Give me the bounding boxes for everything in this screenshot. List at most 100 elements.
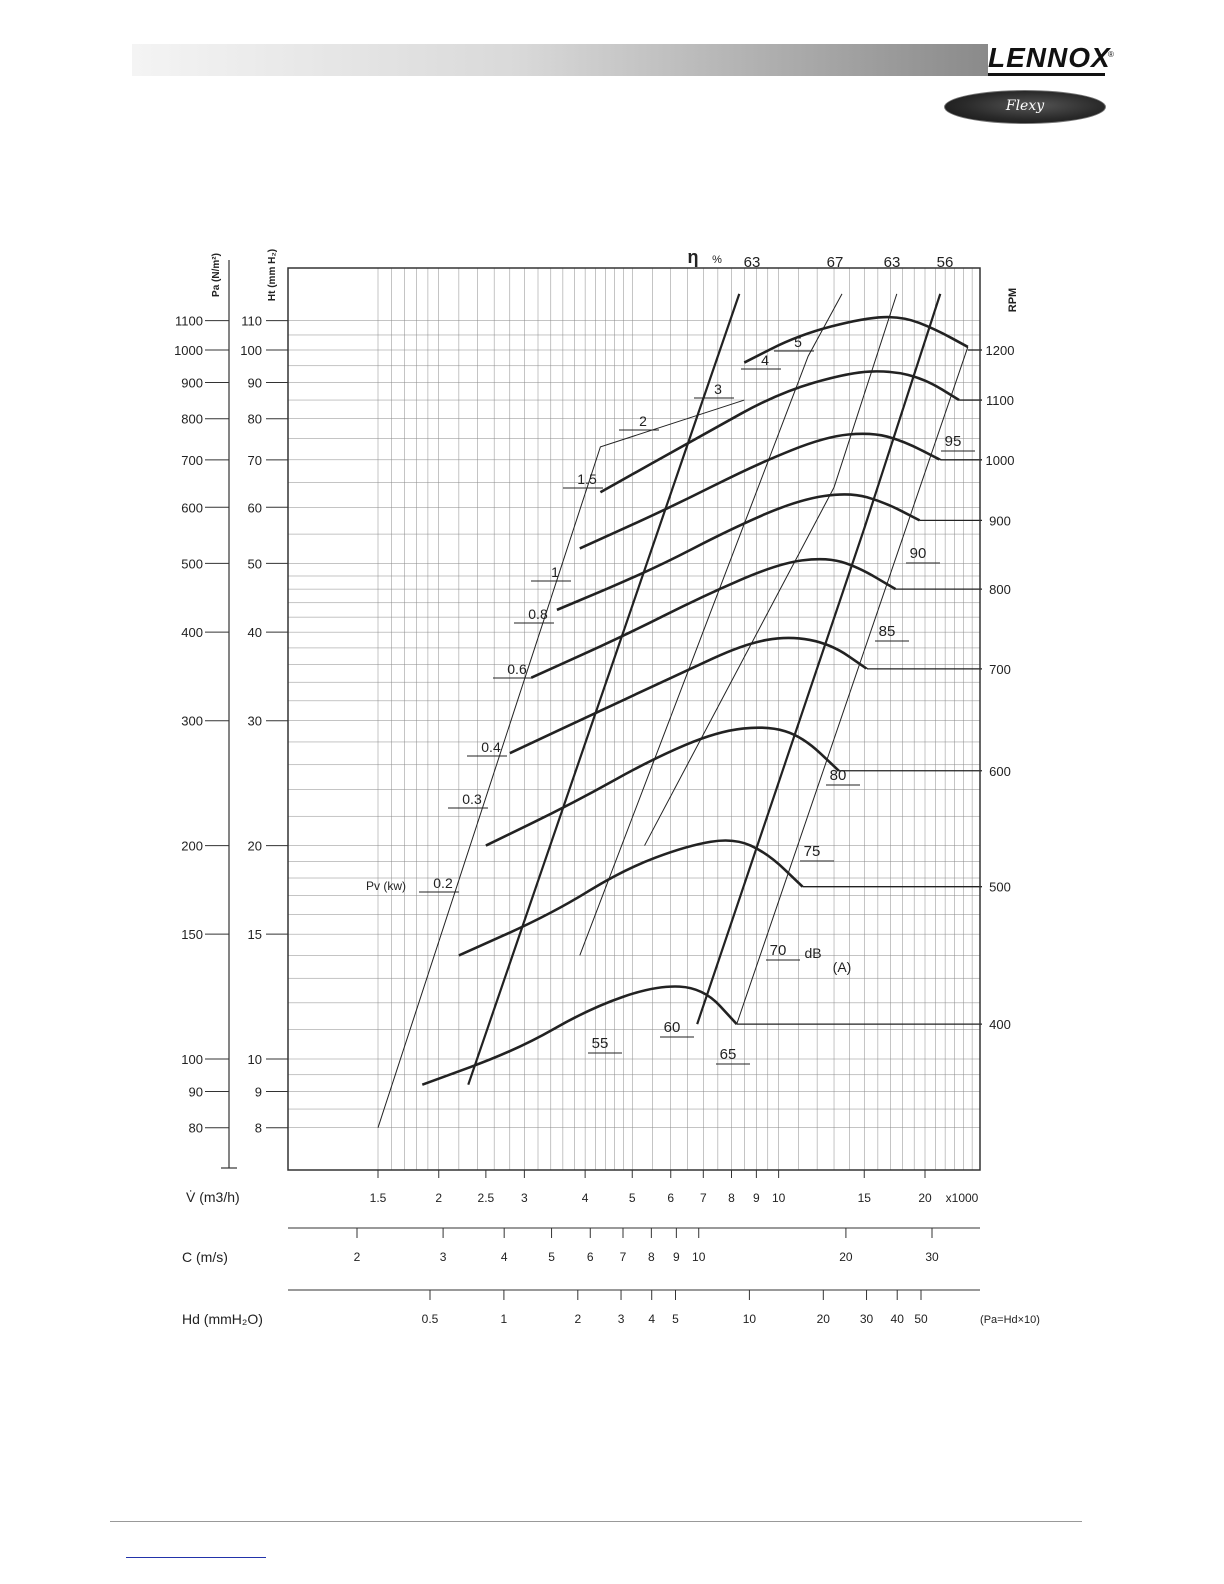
db-label: 85 <box>879 623 896 640</box>
hd-tick-label: 10 <box>743 1312 757 1326</box>
ht-tick-label: 80 <box>248 412 262 427</box>
db-unit-label: dB <box>804 945 821 961</box>
ht-axis-label: Ht (mm H₂) <box>267 249 278 301</box>
product-name: Flexy <box>1005 98 1045 114</box>
c-tick-label: 8 <box>648 1250 655 1264</box>
rpm-curve-600 <box>485 726 840 847</box>
pa-tick-label: 100 <box>181 1052 203 1067</box>
eta-label: 67 <box>827 254 844 271</box>
rpm-label-500: 500 <box>989 880 1011 895</box>
db-label: 65 <box>720 1046 737 1063</box>
c-tick-label: 2 <box>354 1250 361 1264</box>
c-tick-label: 30 <box>925 1250 939 1264</box>
rpm-label-1200: 1200 <box>986 343 1015 358</box>
rpm-curve-500 <box>458 839 804 957</box>
pa-tick-label: 900 <box>181 375 203 390</box>
c-tick-label: 9 <box>673 1250 680 1264</box>
pa-tick-label: 600 <box>181 500 203 515</box>
rpm-curves <box>377 293 982 1128</box>
rpm-curve-700 <box>509 636 868 755</box>
eta-label: 63 <box>744 254 761 271</box>
rpm-label-1100: 1100 <box>986 393 1014 408</box>
ht-tick-label: 8 <box>255 1121 262 1136</box>
ht-tick-label: 15 <box>248 927 262 942</box>
power-label: 3 <box>714 381 722 397</box>
ht-tick-label: 110 <box>241 314 262 329</box>
hd-note: (Pa=Hd×10) <box>980 1314 1040 1326</box>
x-tick-label: 2.5 <box>478 1191 495 1205</box>
efficiency-line <box>579 293 843 956</box>
ht-tick-label: 60 <box>248 500 262 515</box>
rpm-curve-800 <box>530 557 897 679</box>
efficiency-line <box>467 293 741 1086</box>
pa-tick-label: 80 <box>189 1121 203 1136</box>
x-tick-label: 4 <box>582 1191 589 1205</box>
power-label: 1.5 <box>577 471 597 487</box>
eta-label: 56 <box>937 254 954 271</box>
power-label: 0.6 <box>507 661 527 677</box>
axes: 1100100090080070060050040030020015010090… <box>174 249 1040 1327</box>
power-label: 0.8 <box>528 606 548 622</box>
eta-symbol: η <box>688 247 699 267</box>
hd-tick-label: 40 <box>891 1312 905 1326</box>
c-tick-label: 10 <box>692 1250 706 1264</box>
pa-tick-label: 150 <box>181 927 203 942</box>
pa-tick-label: 400 <box>181 625 203 640</box>
pa-tick-label: 500 <box>181 556 203 571</box>
power-label: 0.4 <box>481 739 501 755</box>
plot-frame <box>287 267 981 1171</box>
rpm-label-900: 900 <box>989 513 1011 528</box>
hd-tick-label: 4 <box>648 1312 655 1326</box>
ht-tick-label: 10 <box>248 1052 262 1067</box>
db-label: 75 <box>804 843 821 860</box>
db-label: 90 <box>910 545 927 562</box>
c-tick-label: 5 <box>548 1250 555 1264</box>
pa-tick-label: 700 <box>181 453 203 468</box>
hd-tick-label: 1 <box>501 1312 508 1326</box>
c-tick-label: 3 <box>440 1250 447 1264</box>
rpm-curve-1100 <box>599 370 960 494</box>
c-tick-label: 7 <box>620 1250 627 1264</box>
rpm-label-600: 600 <box>989 764 1011 779</box>
pv-label: Pv (kw) <box>366 879 406 893</box>
hd-tick-label: 3 <box>618 1312 625 1326</box>
x-multiplier: x1000 <box>946 1191 979 1205</box>
rpm-axis-label: RPM <box>1007 288 1019 312</box>
grid-lines <box>288 268 980 1170</box>
rpm-curve-1200 <box>743 315 969 364</box>
x-tick-label: 3 <box>521 1191 528 1205</box>
db-label: 80 <box>830 767 847 784</box>
flexy-badge: Flexy <box>944 90 1106 124</box>
eta-unit: % <box>712 254 722 266</box>
x-tick-label: 1.5 <box>370 1191 387 1205</box>
hd-tick-label: 30 <box>860 1312 874 1326</box>
db-label: 70 <box>770 942 787 959</box>
db-label: 95 <box>945 433 962 450</box>
power-label: 5 <box>794 334 802 350</box>
x-tick-label: 8 <box>728 1191 735 1205</box>
efficiency-line <box>696 293 942 1025</box>
pa-tick-label: 1100 <box>175 314 203 329</box>
x-tick-label: 7 <box>700 1191 707 1205</box>
efficiency-line <box>644 293 898 846</box>
rpm-label-400: 400 <box>989 1017 1011 1032</box>
hd-tick-label: 20 <box>817 1312 831 1326</box>
power-label: 2 <box>639 413 647 429</box>
x-tick-label: 2 <box>435 1191 442 1205</box>
db-unit-a: (A) <box>833 959 852 975</box>
hd-tick-label: 5 <box>672 1312 679 1326</box>
right-envelope <box>736 346 969 1025</box>
registered-mark: ® <box>1108 50 1114 59</box>
x-tick-label: 6 <box>667 1191 674 1205</box>
rpm-label-1000: 1000 <box>986 453 1015 468</box>
power-label: 4 <box>761 352 769 368</box>
c-tick-label: 6 <box>587 1250 594 1264</box>
x-tick-label: 5 <box>629 1191 636 1205</box>
rpm-curve-900 <box>556 493 921 612</box>
ht-tick-label: 100 <box>240 343 262 358</box>
c-tick-label: 4 <box>501 1250 508 1264</box>
rpm-label-700: 700 <box>989 662 1011 677</box>
rpm-curve-1000 <box>579 432 941 550</box>
ht-tick-label: 9 <box>255 1084 262 1099</box>
